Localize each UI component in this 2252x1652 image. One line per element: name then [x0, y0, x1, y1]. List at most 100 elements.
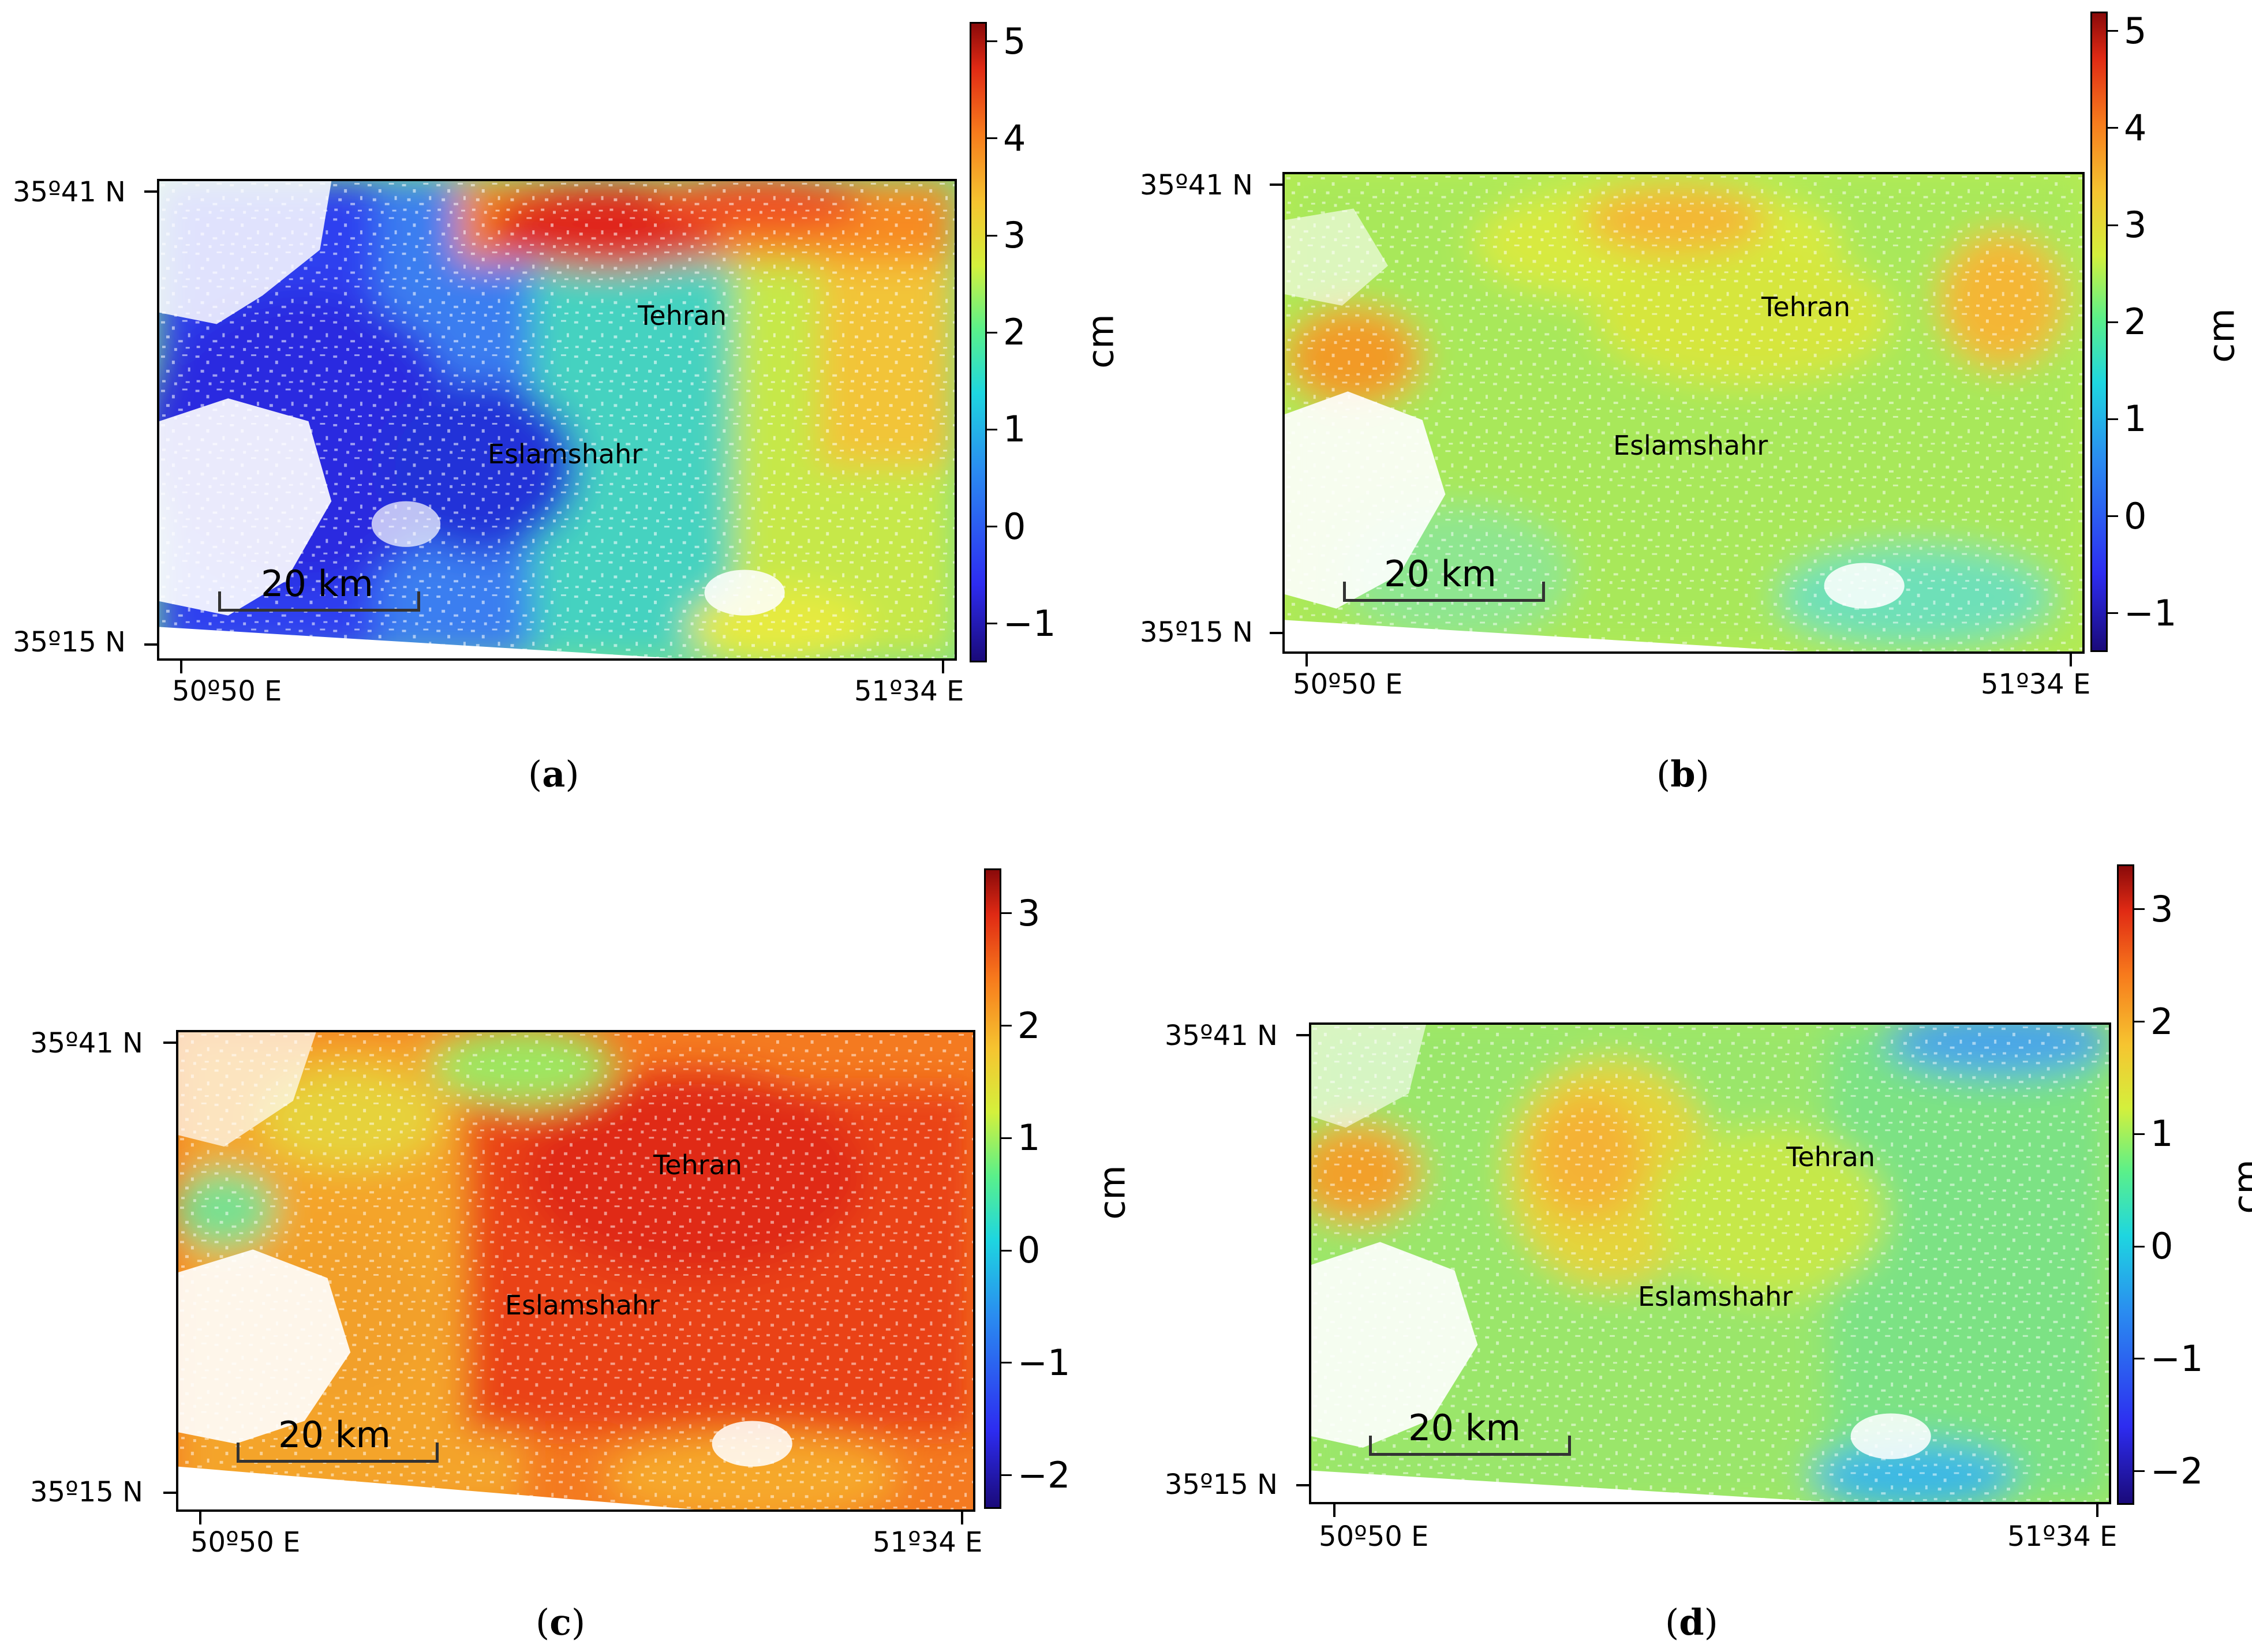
city-label-tehran: Tehran: [1786, 1141, 1875, 1172]
colorbar-tick-label: −1: [2150, 1337, 2204, 1380]
colorbar-tick: [2108, 515, 2118, 518]
colorbar-tick: [987, 40, 997, 43]
colorbar-tick: [1001, 1362, 1012, 1364]
panel-caption-letter: b: [1670, 753, 1696, 795]
city-label-tehran: Tehran: [1761, 291, 1850, 323]
deformation-raster: [1285, 174, 2082, 651]
colorbar-tick: [2134, 1470, 2145, 1473]
lon-tick-left: [1305, 654, 1308, 666]
colorbar-tick-label: 3: [2124, 204, 2147, 246]
colorbar-tick-label: 5: [2124, 9, 2147, 52]
panel-caption-letter: a: [542, 753, 566, 795]
scale-bar-end-left: [237, 1443, 240, 1462]
city-label-eslamshahr: Eslamshahr: [1613, 430, 1768, 461]
panel-caption: (b): [1656, 753, 1709, 795]
colorbar-tick-label: 1: [1017, 1117, 1041, 1159]
colorbar-unit-label: cm: [2200, 308, 2243, 363]
colorbar-gradient: [2119, 866, 2133, 1503]
lat-label-bottom: 35º15 N: [1165, 1469, 1278, 1501]
deformation-map: [1309, 1022, 2111, 1504]
colorbar-tick: [1001, 1474, 1012, 1477]
colorbar-tick-label: 1: [2124, 398, 2147, 440]
colorbar-tick-label: 4: [1003, 117, 1026, 159]
scale-bar: [1343, 599, 1545, 602]
colorbar-tick: [987, 331, 997, 334]
lat-label-bottom: 35º15 N: [30, 1476, 143, 1508]
city-label-eslamshahr: Eslamshahr: [505, 1290, 660, 1321]
colorbar-unit-label: cm: [1091, 1165, 1134, 1220]
panel-caption: (a): [528, 753, 579, 795]
colorbar-tick: [1001, 1137, 1012, 1139]
colorbar-gradient: [2092, 13, 2106, 650]
colorbar-tick: [987, 623, 997, 625]
lat-tick-bottom: [163, 1492, 176, 1494]
scale-bar-label: 20 km: [278, 1414, 391, 1456]
scale-bar-label: 20 km: [1384, 553, 1497, 595]
lon-tick-right: [942, 661, 944, 673]
scale-bar-end-left: [1369, 1436, 1372, 1455]
deformation-raster: [178, 1032, 973, 1509]
scale-bar: [218, 609, 420, 612]
lat-label-top: 35º41 N: [13, 176, 126, 208]
colorbar: [984, 868, 1001, 1509]
lat-label-top: 35º41 N: [1165, 1020, 1278, 1052]
lat-tick-top: [1270, 183, 1282, 186]
panel-caption-letter: d: [1679, 1601, 1704, 1643]
lon-label-left: 50º50 E: [1319, 1520, 1429, 1553]
colorbar-tick-label: 2: [2150, 1000, 2174, 1043]
colorbar-tick-label: −2: [2150, 1449, 2204, 1492]
panel-caption: (d): [1665, 1601, 1718, 1643]
colorbar-tick: [987, 234, 997, 237]
panel-caption: (c): [536, 1601, 586, 1643]
colorbar-tick-label: 5: [1003, 20, 1026, 62]
colorbar-tick: [987, 526, 997, 528]
deformation-map: [157, 179, 957, 661]
scale-bar-end-left: [1343, 582, 1346, 601]
colorbar-tick: [1001, 1025, 1012, 1027]
scale-bar-end-right: [1542, 582, 1545, 601]
colorbar-unit-label: cm: [2225, 1159, 2252, 1214]
lat-tick-bottom: [1270, 632, 1282, 634]
scale-bar-end-left: [218, 591, 221, 611]
colorbar-tick-label: 1: [1003, 408, 1026, 451]
city-label-eslamshahr: Eslamshahr: [1638, 1281, 1793, 1312]
city-label-tehran: Tehran: [638, 300, 727, 331]
scale-bar-end-right: [1568, 1436, 1571, 1455]
scale-bar: [1369, 1453, 1571, 1456]
colorbar-tick: [2134, 1245, 2145, 1248]
panel-caption-letter: c: [549, 1601, 571, 1643]
scale-bar-end-right: [436, 1443, 439, 1462]
colorbar-tick-label: 3: [2150, 887, 2174, 930]
colorbar-tick: [1001, 912, 1012, 915]
lon-label-left: 50º50 E: [1293, 668, 1403, 700]
colorbar-tick-label: −1: [1003, 602, 1056, 645]
scale-bar-label: 20 km: [1408, 1407, 1521, 1449]
colorbar-tick-label: 2: [1017, 1004, 1041, 1047]
scale-bar-label: 20 km: [261, 563, 373, 605]
lat-tick-top: [144, 190, 157, 193]
lon-tick-right: [2096, 1504, 2098, 1517]
colorbar-tick-label: 4: [2124, 106, 2147, 149]
lon-label-right: 51º34 E: [873, 1526, 983, 1559]
lon-label-right: 51º34 E: [854, 675, 964, 707]
colorbar-tick-label: −2: [1017, 1454, 1071, 1496]
colorbar-tick-label: 0: [1017, 1229, 1041, 1272]
scale-bar: [237, 1460, 439, 1463]
lon-tick-right: [2070, 654, 2072, 666]
colorbar-tick: [2108, 224, 2118, 226]
colorbar-tick-label: −1: [1017, 1341, 1071, 1384]
lon-label-left: 50º50 E: [172, 675, 282, 707]
colorbar-tick: [2108, 127, 2118, 129]
colorbar-gradient: [971, 24, 985, 661]
colorbar: [2090, 12, 2108, 652]
lat-label-top: 35º41 N: [1140, 169, 1253, 201]
lat-label-bottom: 35º15 N: [13, 626, 126, 658]
colorbar-tick: [2108, 30, 2118, 32]
colorbar-tick: [2134, 1133, 2145, 1135]
lon-tick-left: [199, 1512, 201, 1524]
lon-tick-left: [180, 661, 182, 673]
colorbar-tick-label: 2: [1003, 311, 1026, 354]
lon-label-left: 50º50 E: [190, 1526, 301, 1559]
colorbar: [970, 22, 987, 662]
colorbar-tick-label: 3: [1017, 891, 1041, 934]
